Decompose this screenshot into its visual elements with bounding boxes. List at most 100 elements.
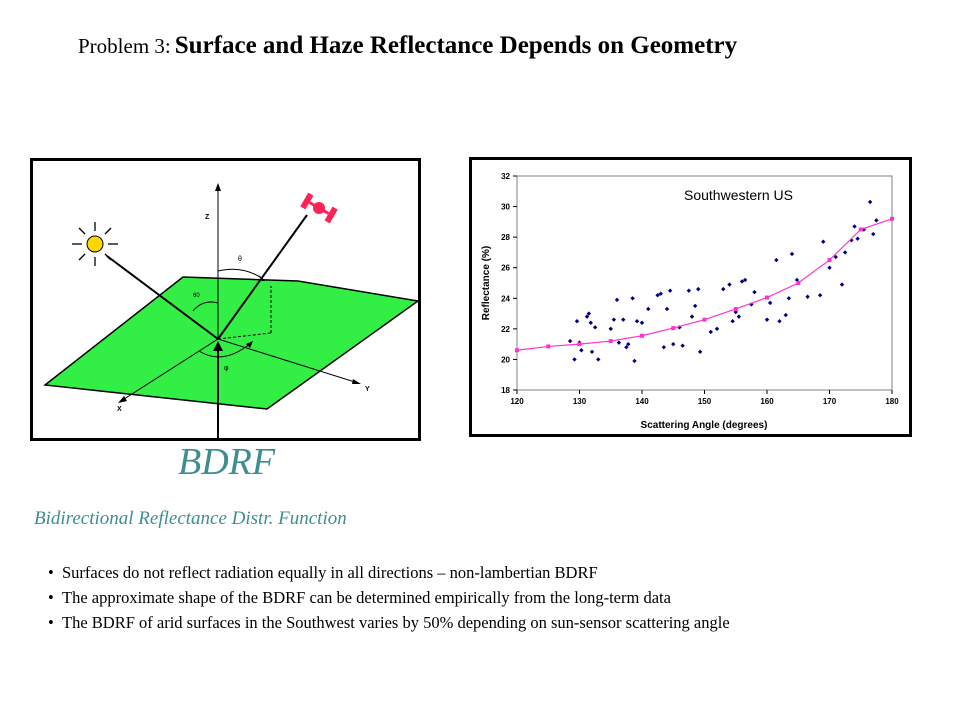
- scatter-point: [739, 279, 745, 284]
- scatter-point: [614, 297, 620, 303]
- x-tick-label: 150: [698, 397, 712, 406]
- scatter-point: [714, 326, 720, 332]
- scatter-point: [817, 293, 823, 298]
- title-prefix: Problem 3:: [78, 34, 171, 58]
- y-tick-label: 26: [501, 264, 510, 273]
- reflectance-chart-panel: Southwestern US Scattering Angle (degree…: [469, 157, 912, 437]
- y-axis: [217, 338, 359, 384]
- scatter-point: [664, 306, 670, 312]
- fit-point: [827, 258, 832, 263]
- scatter-point: [686, 288, 692, 293]
- y-tick-label: 18: [501, 386, 510, 395]
- scatter-point: [661, 345, 667, 350]
- scatter-point: [827, 265, 832, 270]
- scatter-point: [572, 357, 577, 362]
- scatter-point: [596, 357, 601, 362]
- y-tick-label: 24: [501, 294, 510, 303]
- scatter-point: [871, 231, 876, 237]
- scatter-point: [616, 340, 622, 345]
- plot-area: [516, 175, 893, 391]
- fit-point: [796, 281, 801, 285]
- scatter-point: [764, 317, 770, 322]
- scatter-point: [721, 286, 726, 292]
- bdrf-label: BDRF: [178, 441, 276, 483]
- scatter-point: [630, 296, 635, 301]
- scatter-point: [727, 282, 732, 287]
- scatter-point: [639, 320, 645, 325]
- x-tick-label: 140: [635, 397, 649, 406]
- scatter-point: [742, 277, 748, 283]
- bullet-list: • Surfaces do not reflect radiation equal…: [48, 560, 730, 635]
- scatter-point: [655, 293, 660, 298]
- bullet-dot-icon: •: [48, 563, 54, 582]
- scatter-point: [621, 317, 626, 322]
- x-axis-label: X: [117, 406, 122, 413]
- scatter-point: [867, 199, 873, 205]
- scatter-point: [632, 358, 637, 364]
- x-tick-label: 130: [573, 397, 587, 406]
- fit-point: [890, 216, 894, 221]
- y-tick-label: 32: [501, 172, 510, 181]
- scatter-point: [852, 224, 857, 229]
- scatter-point: [833, 254, 838, 260]
- scatter-point: [689, 314, 695, 319]
- scatter-point: [634, 319, 640, 324]
- reflected-ray: [217, 214, 308, 340]
- incident-ray: [106, 255, 219, 340]
- fit-point: [577, 342, 582, 347]
- scatter-point: [789, 251, 795, 257]
- scatter-point: [584, 314, 590, 319]
- reflectance-chart: Southwestern US Scattering Angle (degree…: [481, 172, 899, 431]
- fit-point: [515, 348, 519, 353]
- scatter-point: [592, 325, 598, 330]
- y-tick-label: 30: [501, 203, 510, 212]
- fit-point: [858, 227, 863, 232]
- y-tick-label: 20: [501, 355, 510, 364]
- bullet-item: • The approximate shape of the BDRF can b…: [48, 585, 730, 610]
- y-axis-title: Reflectance (%): [481, 246, 492, 320]
- scatter-point: [696, 286, 701, 292]
- bullet-text: Surfaces do not reflect radiation equall…: [62, 563, 598, 582]
- scatter-point: [697, 349, 703, 354]
- page-title: Problem 3: Surface and Haze Reflectance …: [78, 32, 737, 60]
- scatter-point: [624, 345, 629, 350]
- satellite-icon: [300, 192, 338, 224]
- y-axis-label: Y: [365, 386, 370, 393]
- scatter-point: [842, 250, 848, 255]
- fit-point: [733, 306, 738, 311]
- scatter-point: [608, 326, 613, 332]
- scatter-point: [646, 306, 651, 312]
- y-tick-label: 22: [501, 325, 510, 334]
- x-axis: [120, 338, 219, 402]
- theta0-label: θ0: [193, 293, 200, 299]
- x-axis-title: Scattering Angle (degrees): [641, 420, 768, 431]
- bullet-dot-icon: •: [48, 613, 54, 632]
- bullet-text: The BDRF of arid surfaces in the Southwe…: [62, 613, 730, 632]
- scatter-point: [874, 218, 879, 223]
- scatter-point: [730, 319, 735, 324]
- fit-point: [765, 295, 769, 300]
- x-tick-label: 180: [885, 397, 899, 406]
- geometry-diagram: Z X Y θ θ0 φ: [43, 183, 420, 438]
- fit-point: [671, 326, 676, 331]
- scatter-point: [680, 343, 685, 348]
- sun-icon: [72, 222, 118, 266]
- bullet-text: The approximate shape of the BDRF can be…: [62, 588, 671, 607]
- chart-title: Southwestern US: [684, 187, 793, 203]
- scatter-point: [589, 349, 595, 354]
- scatter-point: [767, 300, 773, 306]
- fit-point: [546, 344, 551, 349]
- scatter-point: [774, 257, 779, 263]
- x-tick-label: 120: [510, 397, 524, 406]
- geometry-diagram-panel: Z X Y θ θ0 φ: [30, 158, 421, 441]
- bullet-item: • Surfaces do not reflect radiation equal…: [48, 560, 730, 585]
- y-tick-label: 28: [501, 233, 510, 242]
- scatter-point: [805, 294, 810, 299]
- title-main: Surface and Haze Reflectance Depends on …: [174, 32, 738, 59]
- fit-point: [608, 339, 613, 344]
- theta-label: θ: [238, 256, 242, 263]
- scatter-point: [733, 309, 738, 315]
- scatter-point: [671, 341, 676, 347]
- scatter-point: [574, 319, 580, 324]
- bullet-dot-icon: •: [48, 588, 54, 607]
